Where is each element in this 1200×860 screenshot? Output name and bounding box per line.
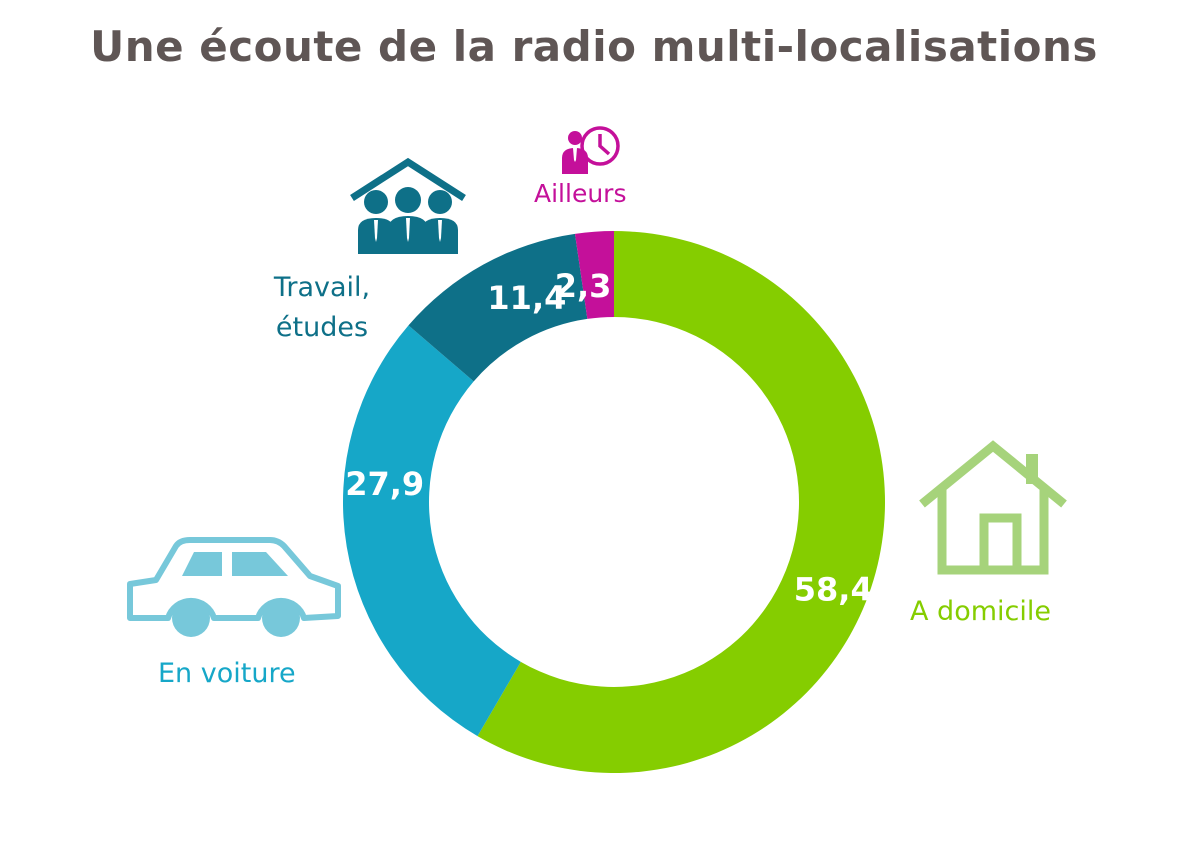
chart-title: Une écoute de la radio multi-localisatio… (90, 22, 1098, 71)
person-clock-icon (562, 126, 620, 174)
donut-slice-0 (477, 231, 886, 773)
office-people-icon (350, 157, 466, 254)
data-label-0: 58,4 (794, 570, 873, 608)
data-label-2: 11,4 (487, 279, 566, 317)
label-en-voiture: En voiture (158, 658, 296, 689)
data-label-3: 2,3 (555, 267, 612, 305)
data-label-1: 27,9 (345, 465, 424, 503)
house-icon (919, 440, 1067, 575)
label-travail-line2: études (275, 312, 369, 343)
donut-slice-1 (343, 325, 521, 737)
label-travail-etudes: Travail, études (262, 268, 382, 348)
label-travail-line1: Travail, (273, 272, 371, 303)
donut-slice-3 (574, 231, 614, 319)
label-ailleurs: Ailleurs (534, 179, 627, 208)
car-icon (127, 537, 341, 637)
label-a-domicile: A domicile (910, 596, 1051, 627)
donut-slice-2 (408, 233, 588, 382)
